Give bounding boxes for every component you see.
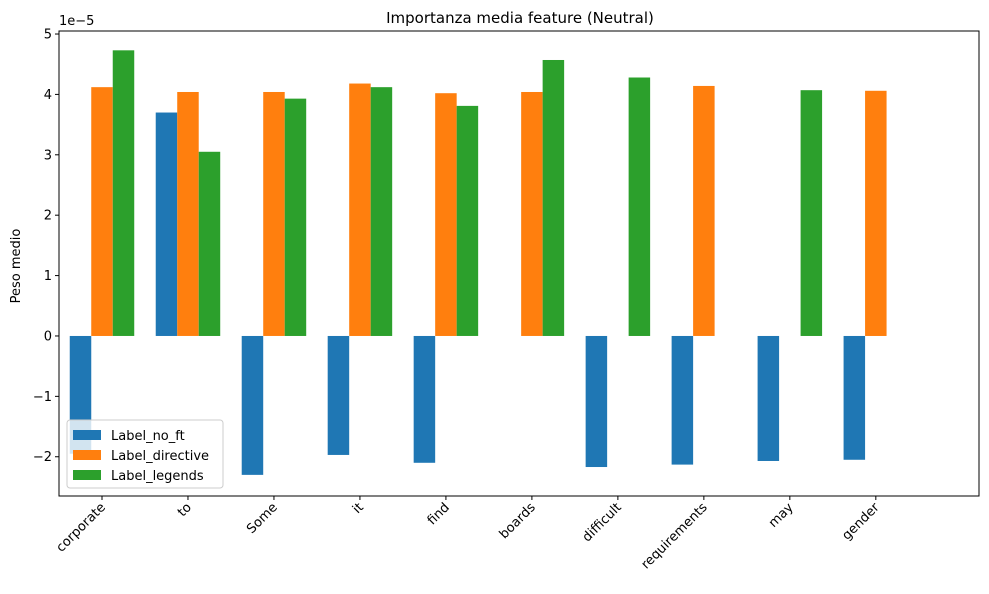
legend: Label_no_ft Label_directive Label_legends [66, 419, 224, 489]
bar [435, 93, 457, 336]
x-tick-label: boards [497, 500, 539, 542]
y-axis: −2 −1 0 1 2 3 4 5 [33, 28, 59, 465]
bar [198, 151, 221, 336]
y-tick-label: 5 [44, 28, 52, 43]
legend-swatch [73, 470, 101, 480]
bar [456, 105, 479, 336]
x-tick-label: to [175, 500, 195, 520]
bar [349, 83, 371, 336]
bar [671, 335, 694, 465]
bar [413, 335, 436, 463]
bar [241, 335, 264, 475]
bar [177, 91, 199, 336]
plot-frame [58, 30, 980, 497]
bar [284, 98, 307, 336]
x-tick-label: difficult [580, 500, 625, 545]
bar [800, 90, 823, 336]
bar [693, 85, 715, 336]
bars-layer [69, 50, 887, 475]
y-tick-label: 3 [44, 148, 52, 163]
y-tick-label: 0 [44, 329, 52, 344]
y-axis-label: Peso medio [9, 229, 24, 304]
legend-swatch [73, 450, 101, 460]
bar [263, 91, 285, 336]
y-tick-label: −2 [33, 450, 52, 465]
y-tick-label: 1 [44, 269, 52, 284]
y-tick-label: 4 [44, 88, 52, 103]
x-tick-label: corporate [54, 500, 109, 555]
bar [865, 90, 887, 336]
bar [585, 335, 608, 468]
bar [91, 87, 113, 336]
legend-label: Label_legends [111, 469, 204, 484]
bar [521, 91, 543, 336]
bar [155, 112, 178, 336]
bar [370, 87, 393, 336]
chart-title: Importanza media feature (Neutral) [386, 9, 654, 27]
bar [542, 59, 565, 336]
bar [757, 335, 780, 461]
bar [327, 335, 350, 455]
legend-label: Label_no_ft [111, 429, 185, 444]
legend-box [66, 419, 224, 489]
y-tick-label: −1 [33, 390, 52, 405]
y-tick-label: 2 [44, 209, 52, 224]
bar [628, 77, 651, 336]
x-tick-label: it [350, 500, 367, 517]
x-tick-label: may [766, 500, 797, 531]
x-tick-label: find [425, 500, 453, 528]
legend-swatch [73, 430, 101, 440]
x-axis: corporate to Some it find boards difficult requ… [54, 496, 883, 572]
x-tick-label: Some [244, 500, 281, 537]
x-tick-label: requirements [639, 500, 711, 572]
y-axis-scale-label: 1e−5 [59, 14, 94, 29]
bar [843, 335, 866, 460]
x-tick-label: gender [839, 500, 883, 544]
bar [112, 50, 135, 336]
legend-label: Label_directive [111, 449, 209, 464]
